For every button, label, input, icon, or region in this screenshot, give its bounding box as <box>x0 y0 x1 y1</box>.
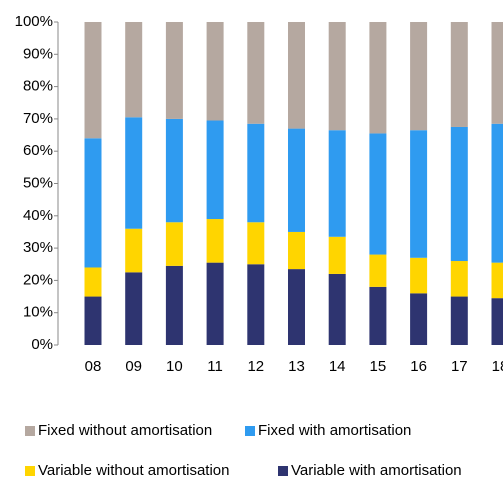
bar-segment <box>84 22 102 139</box>
y-tick-label: 0% <box>31 336 53 353</box>
x-tick-label: 14 <box>329 358 346 375</box>
legend-marker <box>25 466 35 476</box>
x-tick-label: 18 <box>492 358 503 375</box>
bar-segment <box>84 138 102 268</box>
bar-segment <box>288 128 305 232</box>
y-tick-label: 30% <box>23 239 53 256</box>
x-tick-label: 17 <box>451 358 468 375</box>
x-tick-label: 15 <box>370 358 387 375</box>
bar-segment <box>369 22 387 134</box>
bar-segment <box>491 298 503 345</box>
bar-segment <box>206 262 224 345</box>
bar-segment <box>165 22 183 119</box>
bar-segment <box>410 293 428 345</box>
y-tick-label: 60% <box>23 142 53 159</box>
bar-segment <box>491 262 503 299</box>
bar-segment <box>450 261 468 297</box>
bar-segment <box>288 231 305 270</box>
legend-marker <box>245 426 255 436</box>
y-tick-label: 100% <box>15 13 53 30</box>
legend-marker <box>278 466 288 476</box>
bar-segment <box>206 120 224 220</box>
bar-segment <box>288 22 305 129</box>
bar-segment <box>84 267 102 297</box>
bar-segment <box>125 228 143 273</box>
bar-segment <box>491 22 503 124</box>
bar-segment <box>206 22 224 121</box>
bar-segment <box>125 117 143 229</box>
bar-segment <box>328 130 346 237</box>
bar-segment <box>247 222 265 265</box>
bar-segment <box>288 269 305 345</box>
bar-segment <box>165 222 183 266</box>
y-tick-label: 90% <box>23 45 53 62</box>
bar-segment <box>125 272 143 345</box>
bar-segment <box>369 133 387 255</box>
bar-segment <box>84 296 102 345</box>
x-tick-label: 08 <box>85 358 102 375</box>
y-tick-label: 10% <box>23 304 53 321</box>
bar-segment <box>247 264 265 345</box>
legend-label: Fixed with amortisation <box>258 422 411 439</box>
bar-segment <box>410 257 428 294</box>
bar-segment <box>450 296 468 345</box>
legend-marker <box>25 426 35 436</box>
x-tick-label: 09 <box>125 358 142 375</box>
bar-segment <box>125 22 143 118</box>
x-tick-label: 11 <box>207 358 223 375</box>
bar-segment <box>410 130 428 258</box>
y-tick-label: 20% <box>23 271 53 288</box>
bar-segment <box>328 236 346 274</box>
y-tick-label: 80% <box>23 78 53 95</box>
bar-segment <box>491 123 503 263</box>
x-tick-label: 10 <box>166 358 183 375</box>
legend-label: Variable with amortisation <box>291 462 462 479</box>
y-tick-label: 50% <box>23 174 53 191</box>
bar-segment <box>206 219 224 263</box>
y-tick-label: 40% <box>23 207 53 224</box>
x-tick-label: 13 <box>288 358 305 375</box>
bar-segment <box>328 22 346 131</box>
bar-segment <box>369 254 387 287</box>
x-tick-label: 12 <box>247 358 264 375</box>
bar-segment <box>410 22 428 131</box>
bar-segment <box>165 265 183 345</box>
bar-segment <box>450 126 468 262</box>
x-tick-label: 16 <box>410 358 427 375</box>
bar-segment <box>450 22 468 127</box>
bar-segment <box>369 286 387 345</box>
bar-segment <box>247 22 265 124</box>
legend-label: Fixed without amortisation <box>38 422 212 439</box>
bar-segment <box>165 118 183 223</box>
legend-label: Variable without amortisation <box>38 462 229 479</box>
y-tick-label: 70% <box>23 110 53 127</box>
bar-segment <box>328 273 346 345</box>
bar-segment <box>247 123 265 223</box>
